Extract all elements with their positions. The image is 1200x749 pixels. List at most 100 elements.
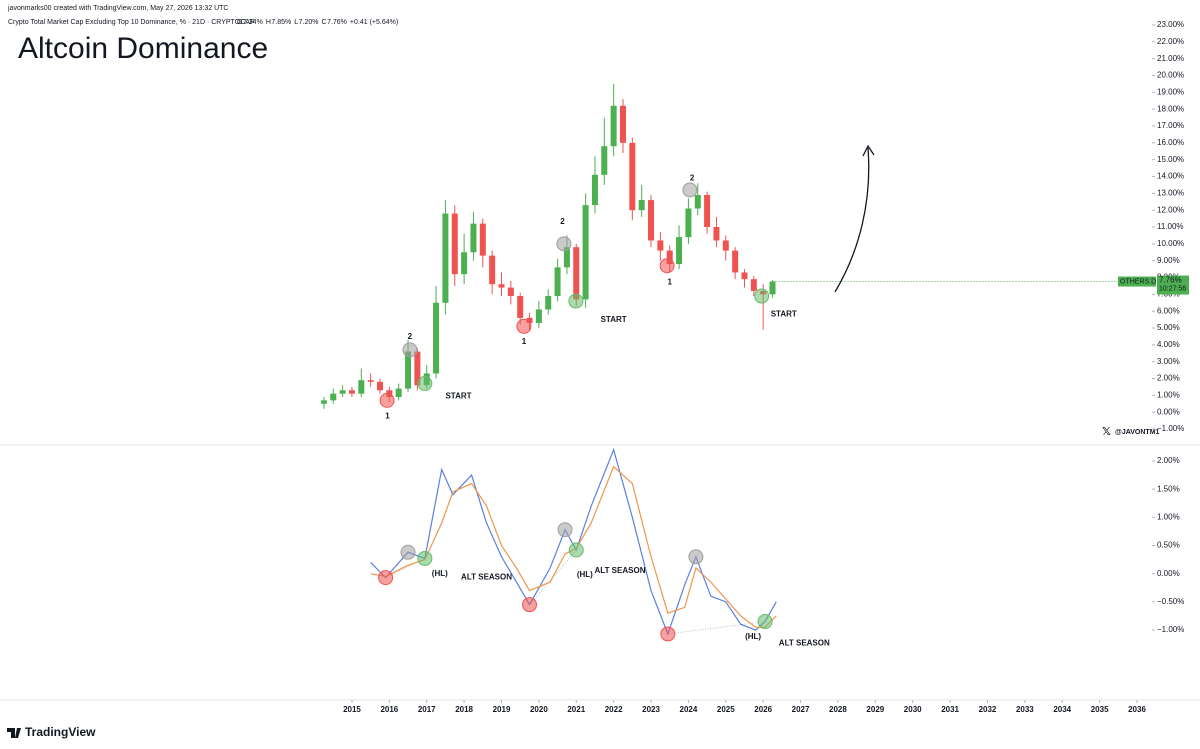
- x-tick-label: 2015: [343, 705, 361, 714]
- ohlc-change: +0.41 (+5.64%): [350, 19, 398, 26]
- marker: [417, 376, 433, 392]
- candle-body: [367, 380, 374, 382]
- x-tick-label: 2034: [1053, 705, 1071, 714]
- candle-body: [619, 105, 626, 143]
- y-tick-label: 4.00%: [1157, 340, 1180, 349]
- candle-body: [517, 296, 524, 318]
- marker: [660, 626, 676, 642]
- y-tick-label: 9.00%: [1157, 256, 1180, 265]
- y-tick-label: 0.00%: [1157, 569, 1180, 578]
- marker: [757, 614, 773, 630]
- y-tick-label: 15.00%: [1157, 155, 1184, 164]
- y-tick-label: 22.00%: [1157, 37, 1184, 46]
- y-tick-label: 0.00%: [1157, 407, 1180, 416]
- y-tick-label: 10.00%: [1157, 239, 1184, 248]
- annotation: START: [771, 309, 797, 318]
- candle-body: [358, 380, 365, 394]
- y-tick-label: 3.00%: [1157, 357, 1180, 366]
- annotation: 2: [690, 173, 695, 182]
- y-tick-label: 1.00%: [1157, 512, 1180, 521]
- y-tick-label: 2.00%: [1157, 374, 1180, 383]
- ohlc: O 7.34% H 7.85% L 7.20% C 7.76% +0.41 (+5.64%): [237, 19, 398, 26]
- x-tick-label: 2022: [605, 705, 623, 714]
- marker: [379, 392, 395, 408]
- candle-body: [451, 213, 458, 275]
- candle-body: [545, 296, 552, 310]
- x-tick-label: 2021: [567, 705, 585, 714]
- annotation: (HL): [577, 570, 593, 579]
- candle-body: [657, 240, 664, 251]
- ohlc-key: C: [322, 19, 327, 26]
- candle-body: [676, 237, 683, 265]
- y-tick-label: 19.00%: [1157, 87, 1184, 96]
- ohlc-value: 7.20%: [299, 19, 319, 26]
- x-tick-label: 2035: [1091, 705, 1109, 714]
- candle-body: [470, 223, 477, 253]
- candle-body: [348, 390, 355, 394]
- svg-text:TradingView: TradingView: [25, 725, 96, 739]
- marker: [417, 550, 433, 566]
- candle-body: [713, 227, 720, 241]
- chart-title: Altcoin Dominance: [18, 32, 268, 65]
- annotation: ALT SEASON: [779, 639, 830, 648]
- y-tick-label: 21.00%: [1157, 54, 1184, 63]
- ohlc-value: 7.76%: [327, 19, 347, 26]
- candle-body: [750, 279, 757, 291]
- y-tick-label: −0.50%: [1157, 597, 1184, 606]
- credit: javonmarks00 created with TradingView.co…: [7, 5, 228, 12]
- price-tag-countdown: 10:27:56: [1159, 285, 1186, 292]
- arrow-up: [834, 147, 870, 293]
- annotation: (HL): [432, 569, 448, 578]
- candle-body: [732, 250, 739, 273]
- marker: [400, 544, 416, 560]
- y-tick-label: 0.50%: [1157, 541, 1180, 550]
- candle-body: [498, 284, 505, 288]
- y-tick-label: 2.00%: [1157, 456, 1180, 465]
- price-tag: [1157, 275, 1189, 295]
- candle-body: [666, 250, 673, 265]
- x-tick-label: 2033: [1016, 705, 1034, 714]
- y-tick-label: 1.00%: [1157, 390, 1180, 399]
- marker: [516, 318, 532, 334]
- ohlc-key: L: [294, 19, 298, 26]
- marker: [568, 542, 584, 558]
- x-tick-label: 2019: [493, 705, 511, 714]
- symbol-tag-label: OTHERS.D: [1120, 278, 1156, 285]
- marker: [659, 258, 675, 274]
- candle-body: [442, 213, 449, 303]
- y-tick-label: 6.00%: [1157, 306, 1180, 315]
- candle-body: [507, 287, 514, 297]
- candle-body: [769, 281, 776, 295]
- candle-body: [638, 200, 645, 211]
- marker: [556, 236, 572, 252]
- candle-body: [573, 247, 580, 300]
- annotation: START: [445, 391, 471, 400]
- candle-body: [535, 309, 542, 323]
- y-tick-label: 13.00%: [1157, 188, 1184, 197]
- x-tick-label: 2029: [866, 705, 884, 714]
- ohlc-key: O: [237, 19, 243, 26]
- candle-body: [330, 393, 337, 401]
- candle-body: [591, 174, 598, 206]
- y-tick-label: 11.00%: [1157, 222, 1184, 231]
- marker: [688, 549, 704, 565]
- x-tick-label: 2023: [642, 705, 660, 714]
- annotation: 2: [560, 217, 565, 226]
- x-tick-label: 2032: [979, 705, 997, 714]
- y-tick-label: 16.00%: [1157, 138, 1184, 147]
- x-tick-label: 2016: [380, 705, 398, 714]
- x-tick-label: 2030: [904, 705, 922, 714]
- annotation: 1: [522, 337, 527, 346]
- arrow-head: [862, 144, 875, 157]
- x-tick-label: 2025: [717, 705, 735, 714]
- y-tick-label: 17.00%: [1157, 121, 1184, 130]
- marker: [754, 288, 770, 304]
- candle-body: [526, 317, 533, 323]
- candle-body: [395, 388, 402, 398]
- y-tick-label: 12.00%: [1157, 205, 1184, 214]
- annotation: ALT SEASON: [461, 573, 512, 582]
- candle-body: [694, 195, 701, 209]
- symbol: Crypto Total Market Cap Excluding Top 10…: [8, 19, 255, 26]
- x-tick-label: 2026: [754, 705, 772, 714]
